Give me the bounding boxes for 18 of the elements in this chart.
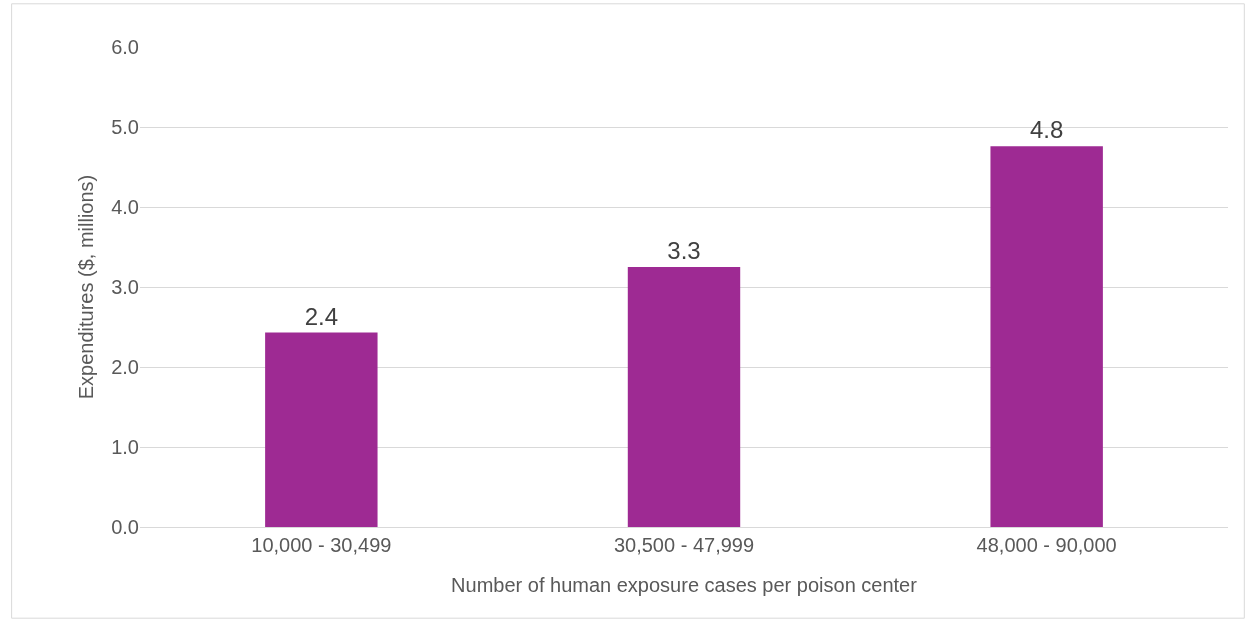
bar xyxy=(265,332,378,527)
x-tick-label: 48,000 - 90,000 xyxy=(976,534,1117,556)
y-axis-title: Expenditures ($, millions) xyxy=(74,174,97,400)
y-tick-label: 6.0 xyxy=(111,36,139,58)
x-axis-title: Number of human exposure cases per poison center xyxy=(451,573,918,596)
y-tick-label: 4.0 xyxy=(111,196,139,218)
y-tick-label: 1.0 xyxy=(111,436,139,458)
x-tick-label: 30,500 - 47,999 xyxy=(613,534,755,556)
y-tick-label: 5.0 xyxy=(111,116,139,138)
data-label: 3.3 xyxy=(667,237,701,264)
bar xyxy=(990,146,1103,527)
data-label: 2.4 xyxy=(304,302,339,330)
data-label: 4.8 xyxy=(1029,116,1064,144)
x-tick-label: 10,000 - 30,499 xyxy=(251,534,392,556)
bar xyxy=(627,267,741,527)
y-tick-label: 2.0 xyxy=(111,356,139,378)
y-tick-label: 0.0 xyxy=(111,516,139,538)
y-tick-label: 3.0 xyxy=(111,276,139,298)
